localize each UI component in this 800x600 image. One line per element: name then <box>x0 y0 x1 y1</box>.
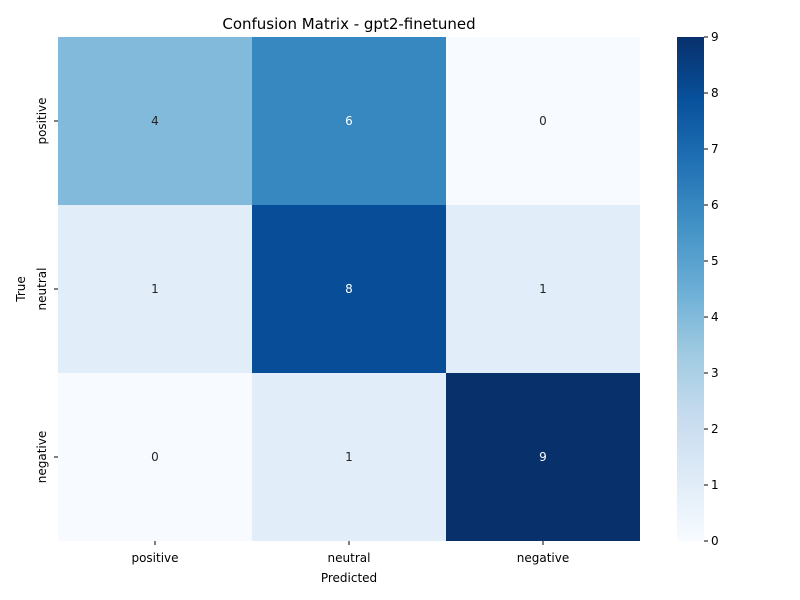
heatmap-cell-neutral-positive <box>58 205 252 373</box>
x-axis-label: Predicted <box>321 571 377 585</box>
colorbar-ticks: 0 1 2 3 4 5 6 7 8 9 <box>704 30 719 548</box>
colorbar-tick-label-4: 4 <box>711 310 719 324</box>
colorbar-tick-label-6: 6 <box>711 198 719 212</box>
heatmap-cell-neutral-neutral <box>252 205 446 373</box>
x-tick-label-neutral: neutral <box>328 551 371 565</box>
colorbar-tick-label-2: 2 <box>711 422 719 436</box>
colorbar-tick-label-3: 3 <box>711 366 719 380</box>
colorbar-tick-label-9: 9 <box>711 30 719 44</box>
cell-annotations: 4 6 0 1 8 1 0 1 9 <box>151 114 547 464</box>
colorbar-tick-label-1: 1 <box>711 478 719 492</box>
heatmap-cell-positive-positive <box>58 37 252 205</box>
heatmap-cell-neutral-negative <box>446 205 640 373</box>
heatmap-cells <box>58 37 640 541</box>
cell-value-positive-positive: 4 <box>151 114 159 128</box>
colorbar-tick-label-8: 8 <box>711 86 719 100</box>
heatmap-cell-negative-positive <box>58 373 252 541</box>
y-tick-label-negative: negative <box>35 431 49 483</box>
colorbar-tick-label-5: 5 <box>711 254 719 268</box>
cell-value-negative-neutral: 1 <box>345 450 353 464</box>
heatmap-cell-positive-negative <box>446 37 640 205</box>
cell-value-positive-neutral: 6 <box>345 114 353 128</box>
cell-value-negative-positive: 0 <box>151 450 159 464</box>
heatmap-cell-positive-neutral <box>252 37 446 205</box>
heatmap-cell-negative-neutral <box>252 373 446 541</box>
colorbar-tick-label-7: 7 <box>711 142 719 156</box>
colorbar-tick-label-0: 0 <box>711 534 719 548</box>
y-tick-label-positive: positive <box>35 97 49 144</box>
colorbar <box>677 37 704 541</box>
cell-value-neutral-positive: 1 <box>151 282 159 296</box>
cell-value-negative-negative: 9 <box>539 450 547 464</box>
cell-value-positive-negative: 0 <box>539 114 547 128</box>
y-axis-label: True <box>14 276 28 303</box>
heatmap-cell-negative-negative <box>446 373 640 541</box>
cell-value-neutral-neutral: 8 <box>345 282 353 296</box>
y-axis-ticks: positive neutral negative <box>35 97 58 483</box>
chart-title: Confusion Matrix - gpt2-finetuned <box>222 15 475 33</box>
x-axis-ticks: positive neutral negative <box>131 541 569 565</box>
x-tick-label-negative: negative <box>517 551 569 565</box>
y-tick-label-neutral: neutral <box>35 268 49 311</box>
cell-value-neutral-negative: 1 <box>539 282 547 296</box>
x-tick-label-positive: positive <box>131 551 178 565</box>
